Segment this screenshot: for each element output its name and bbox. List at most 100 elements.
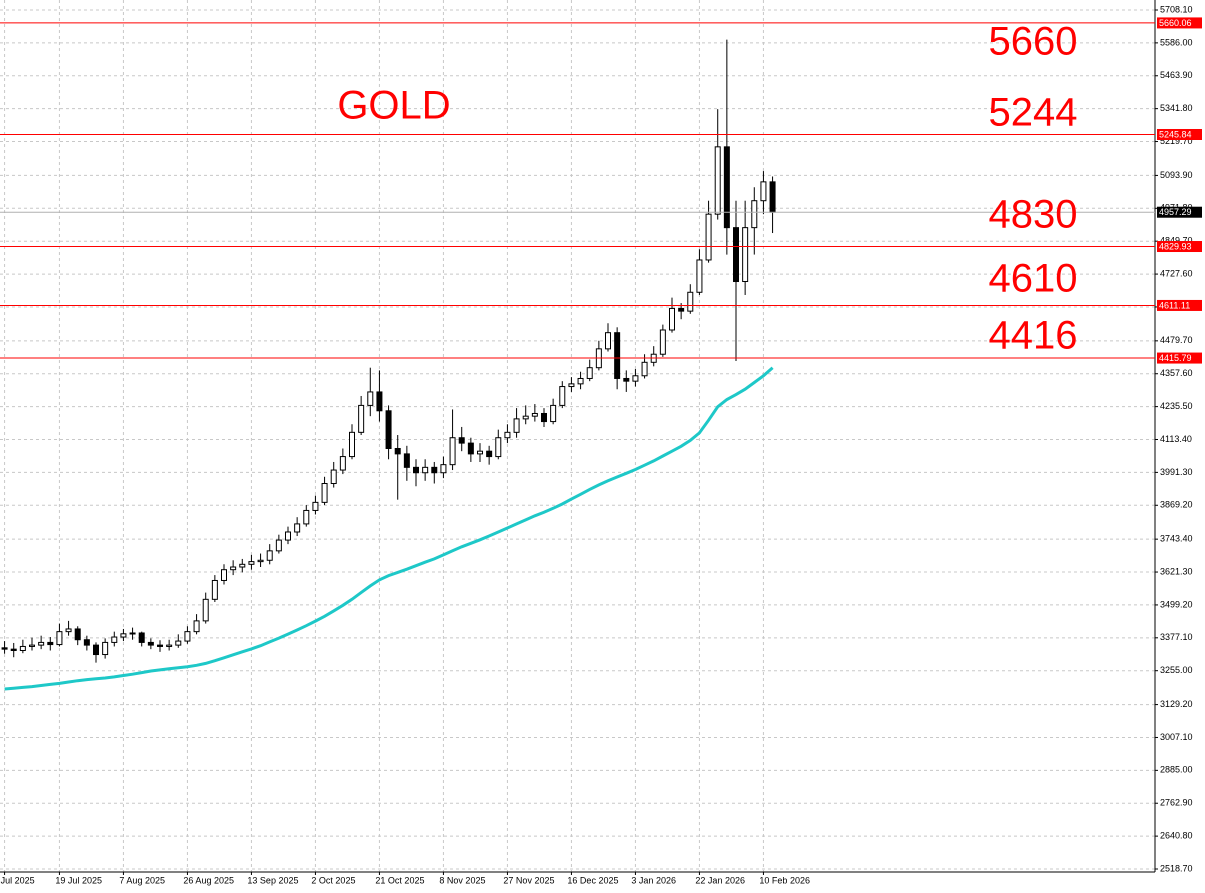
y-tick-label: 3499.20: [1160, 599, 1193, 609]
candle-body: [193, 620, 200, 633]
candle-body: [723, 146, 730, 229]
y-tick-label: 4235.50: [1160, 401, 1193, 411]
candle-body: [413, 466, 419, 474]
candle-body: [129, 632, 136, 635]
candle-body: [321, 483, 328, 503]
candle-body: [147, 641, 154, 646]
level-price-box: [1157, 352, 1202, 364]
x-tick-label: 10 Feb 2026: [759, 875, 810, 885]
candle-body: [83, 639, 90, 646]
candle-body: [714, 146, 721, 215]
candle-body: [47, 641, 54, 646]
y-tick-label: 5219.70: [1160, 136, 1193, 146]
current-price-box: [1157, 206, 1202, 218]
level-price-label: 4415.79: [1159, 353, 1192, 363]
y-tick-label: 4727.60: [1160, 268, 1193, 278]
candle-body: [696, 259, 703, 293]
x-tick-label: 19 Jul 2025: [55, 875, 102, 885]
candle-body: [742, 227, 749, 283]
x-tick-label: 13 Sep 2025: [247, 875, 298, 885]
candle-body: [211, 579, 218, 600]
level-price-box: [1157, 17, 1202, 29]
y-tick-label: 3255.00: [1160, 665, 1193, 675]
y-tick-label: 5586.00: [1160, 37, 1193, 47]
y-tick-label: 3129.20: [1160, 699, 1193, 709]
candle-body: [111, 636, 118, 643]
candle-body: [38, 641, 45, 646]
y-tick-label: 5093.90: [1160, 170, 1193, 180]
y-tick-label: 3991.30: [1160, 467, 1193, 477]
candle-body: [477, 450, 483, 455]
x-tick-label: Jul 2025: [1, 875, 35, 885]
candle-body: [641, 361, 648, 377]
x-tick-label: 26 Aug 2025: [183, 875, 234, 885]
x-tick-label: 7 Aug 2025: [119, 875, 165, 885]
candle-body: [29, 644, 35, 647]
candle-body: [367, 391, 374, 406]
candle-body: [403, 453, 410, 468]
candle-body: [422, 466, 429, 474]
candle-body: [385, 410, 392, 449]
candle-body: [614, 332, 621, 379]
candle-body: [157, 644, 163, 647]
level-annotation: 4830: [989, 193, 1078, 237]
candle-body: [1, 647, 8, 650]
candle-body: [669, 307, 675, 331]
candle-body: [568, 383, 575, 388]
candle-body: [312, 501, 319, 511]
y-tick-label: 3007.10: [1160, 732, 1193, 742]
level-price-label: 5245.84: [1159, 129, 1192, 139]
candle-body: [257, 559, 264, 563]
candle-body: [632, 375, 639, 382]
candle-body: [586, 367, 593, 379]
level-annotation: 5244: [989, 91, 1078, 135]
candle-body: [285, 531, 291, 541]
candle-body: [687, 291, 694, 312]
candle-body: [65, 628, 72, 633]
candle-body: [495, 437, 502, 458]
candle-body: [294, 523, 301, 533]
y-tick-label: 3377.10: [1160, 632, 1193, 642]
candle-body: [504, 431, 511, 439]
level-price-label: 4829.93: [1159, 241, 1192, 251]
candle-body: [266, 550, 273, 561]
candle-body: [202, 598, 209, 622]
y-tick-label: 4357.60: [1160, 368, 1193, 378]
candle-body: [230, 566, 237, 571]
candle-body: [733, 227, 739, 283]
candle-body: [138, 632, 145, 643]
candle-body: [10, 648, 17, 651]
candle-body: [221, 569, 227, 581]
x-tick-label: 3 Jan 2026: [631, 875, 676, 885]
candle-body: [440, 464, 447, 474]
candle-body: [19, 645, 26, 651]
candle-body: [486, 450, 493, 458]
y-tick-label: 2762.90: [1160, 798, 1193, 808]
current-price-label: 4957.29: [1159, 207, 1192, 217]
level-annotation: 4610: [989, 257, 1078, 301]
candle-body: [659, 329, 666, 355]
x-tick-label: 2 Oct 2025: [311, 875, 355, 885]
candle-body: [120, 633, 127, 638]
y-tick-label: 5463.90: [1160, 70, 1193, 80]
x-tick-label: 8 Nov 2025: [439, 875, 485, 885]
candle-body: [449, 437, 456, 466]
candle-body: [339, 456, 346, 471]
candle-body: [166, 644, 173, 647]
x-tick-label: 22 Jan 2026: [695, 875, 745, 885]
x-tick-label: 27 Nov 2025: [503, 875, 554, 885]
candle-body: [531, 412, 538, 417]
y-tick-label: 4479.70: [1160, 335, 1193, 345]
candle-body: [349, 431, 355, 458]
candle-body: [102, 641, 109, 656]
y-tick-label: 2518.70: [1160, 863, 1193, 873]
candle-body: [522, 415, 529, 420]
candle-body: [467, 442, 474, 455]
level-price-box: [1157, 241, 1202, 253]
level-annotation: 4416: [989, 314, 1078, 358]
candle-body: [248, 561, 255, 565]
candle-body: [605, 332, 611, 350]
candle-body: [760, 181, 767, 202]
candle-body: [175, 640, 182, 646]
